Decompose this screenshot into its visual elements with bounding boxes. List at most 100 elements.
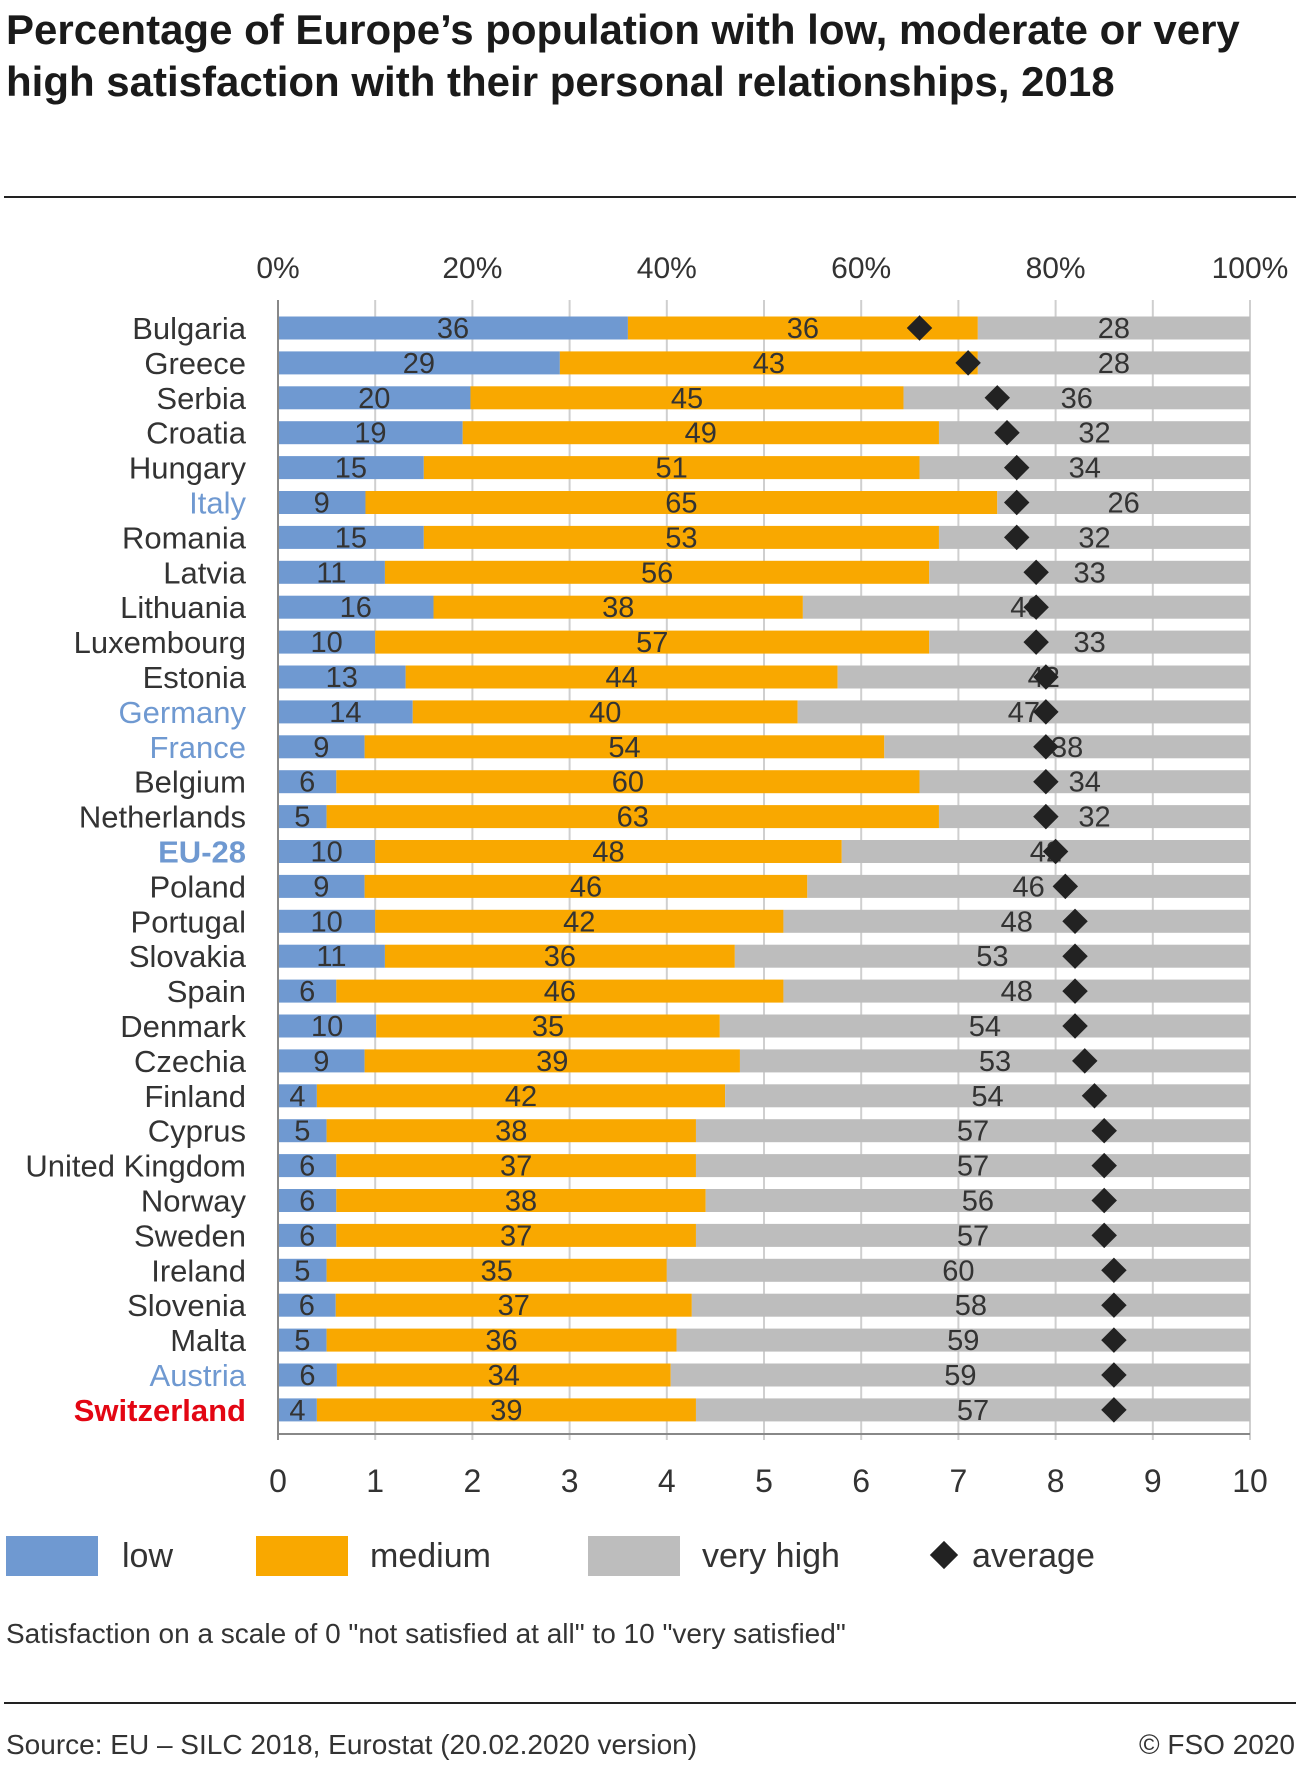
bar-low: [278, 1328, 327, 1352]
data-label-low: 6: [299, 1290, 315, 1322]
top-axis-tick-label: 20%: [442, 252, 502, 285]
bar-very-high: [807, 874, 1250, 898]
data-label-very-high: 53: [976, 941, 1008, 973]
category-label: Lithuania: [120, 590, 247, 625]
legend-label-low: low: [122, 1537, 174, 1575]
legend-label-medium: medium: [370, 1537, 491, 1575]
bar-low: [278, 805, 327, 829]
data-label-medium: 42: [563, 906, 595, 938]
bar-low: [278, 1084, 317, 1108]
bar-very-high: [783, 909, 1250, 933]
bar-medium: [627, 316, 978, 340]
bar-low: [278, 491, 366, 514]
category-label: Portugal: [131, 904, 246, 939]
category-label: Slovenia: [127, 1288, 247, 1323]
bar-very-high: [797, 700, 1250, 724]
bottom-axis-tick-label: 8: [1047, 1463, 1065, 1499]
category-label: Bulgaria: [132, 311, 246, 346]
bar-very-high: [705, 1189, 1250, 1212]
category-label: Romania: [122, 520, 247, 555]
data-label-low: 15: [335, 522, 367, 554]
category-label: Belgium: [134, 765, 246, 800]
data-label-very-high: 26: [1108, 488, 1140, 520]
bar-very-high: [670, 1363, 1250, 1387]
bottom-axis-tick-label: 10: [1232, 1463, 1268, 1499]
bar-low: [278, 874, 365, 898]
category-label: France: [150, 730, 246, 765]
data-label-medium: 65: [665, 488, 697, 520]
data-label-medium: 44: [606, 662, 638, 694]
bar-low: [278, 1258, 327, 1282]
bar-low: [278, 525, 424, 549]
data-label-very-high: 59: [944, 1360, 976, 1392]
bottom-axis-tick-label: 3: [561, 1463, 579, 1499]
bar-medium: [412, 700, 798, 724]
bar-medium: [336, 1223, 696, 1247]
category-label: Italy: [189, 486, 246, 521]
bar-medium: [336, 770, 920, 794]
data-label-medium: 42: [505, 1081, 537, 1113]
data-label-very-high: 57: [957, 1220, 989, 1252]
category-label: Croatia: [146, 416, 247, 451]
category-label: Serbia: [156, 381, 246, 416]
data-label-low: 11: [316, 557, 346, 589]
data-label-very-high: 33: [1073, 557, 1105, 589]
bar-low: [278, 351, 560, 375]
data-label-low: 19: [354, 418, 386, 450]
data-label-very-high: 28: [1098, 348, 1130, 380]
category-label: Ireland: [151, 1253, 246, 1288]
data-label-medium: 38: [495, 1116, 527, 1148]
bottom-axis-tick-label: 4: [658, 1463, 676, 1499]
bar-medium: [336, 1363, 671, 1387]
footer-rule: [4, 1702, 1296, 1704]
category-label: Hungary: [129, 451, 247, 486]
category-label: Netherlands: [79, 800, 246, 835]
category-label: Cyprus: [148, 1114, 246, 1149]
data-label-low: 6: [299, 1186, 315, 1218]
bar-medium: [384, 560, 930, 584]
bar-very-high: [676, 1328, 1250, 1352]
bar-very-high: [919, 456, 1250, 480]
top-axis-tick-label: 0%: [256, 252, 299, 285]
bar-very-high: [734, 944, 1250, 968]
bar-very-high: [695, 1119, 1250, 1143]
bar-medium: [433, 595, 803, 619]
category-label: Czechia: [134, 1044, 247, 1079]
bar-low: [278, 421, 463, 445]
category-label: Spain: [167, 974, 246, 1009]
source-text: Source: EU – SILC 2018, Eurostat (20.02.…: [6, 1729, 698, 1760]
bar-low: [278, 1223, 337, 1247]
data-label-very-high: 34: [1069, 453, 1101, 485]
data-label-low: 6: [299, 976, 315, 1008]
bar-medium: [336, 1154, 696, 1178]
bar-medium: [326, 1328, 677, 1352]
data-label-low: 6: [299, 1360, 315, 1392]
data-label-medium: 35: [481, 1255, 513, 1287]
bar-medium: [375, 630, 930, 654]
data-label-very-high: 48: [1001, 906, 1033, 938]
data-label-medium: 36: [787, 313, 819, 345]
category-label: United Kingdom: [25, 1149, 246, 1184]
category-label: Greece: [144, 346, 246, 381]
data-label-very-high: 48: [1001, 976, 1033, 1008]
bar-medium: [375, 840, 842, 863]
data-label-low: 5: [294, 1116, 310, 1148]
data-label-low: 15: [335, 453, 367, 485]
data-label-very-high: 33: [1073, 627, 1105, 659]
data-label-medium: 37: [498, 1290, 530, 1322]
average-marker: [1003, 454, 1030, 481]
bar-very-high: [997, 491, 1250, 514]
bar-low: [278, 1398, 317, 1422]
legend-swatch-very-high: [588, 1536, 680, 1576]
average-marker: [994, 419, 1020, 446]
bar-medium: [423, 456, 920, 480]
top-axis-tick-label: 80%: [1026, 252, 1086, 285]
legend-swatch-medium: [256, 1536, 348, 1576]
data-label-very-high: 56: [962, 1186, 994, 1218]
average-marker: [955, 350, 981, 376]
bottom-axis-tick-label: 6: [852, 1463, 870, 1499]
category-label: Denmark: [120, 1009, 246, 1044]
bottom-axis-tick-label: 1: [366, 1463, 384, 1499]
bar-medium: [423, 525, 939, 549]
